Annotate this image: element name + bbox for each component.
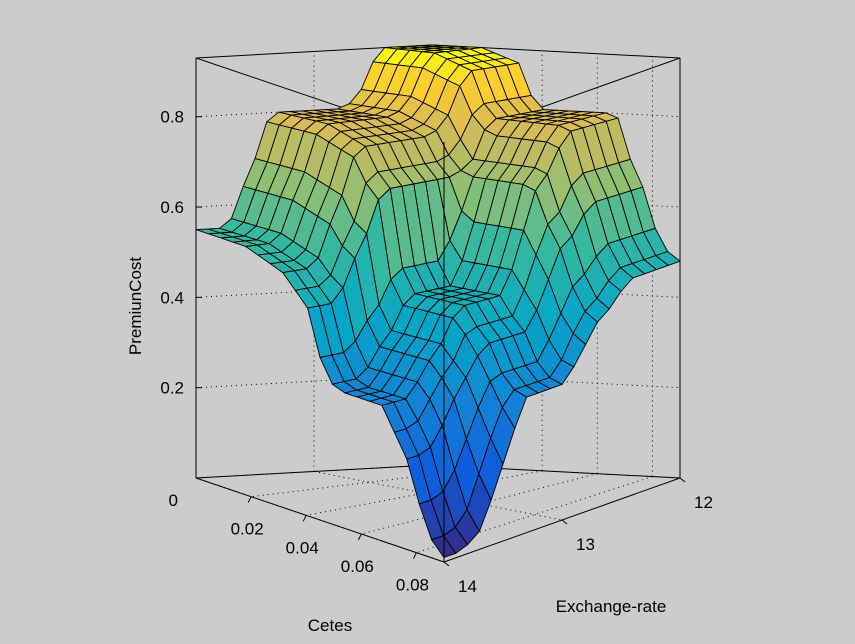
y-tick-mark	[443, 561, 450, 567]
z-tick-label: 0.8	[160, 108, 184, 127]
y-tick-label: 13	[576, 535, 595, 554]
x-axis-label: Cetes	[308, 616, 352, 635]
tick-labels: 0.2 0.4 0.6 0.8 0 0.02 0.04 0.06 0.08 12 13 14	[160, 108, 713, 596]
grid-line-x-floor	[361, 473, 598, 535]
x-tick-mark	[412, 552, 417, 559]
x-tick-label: 0.02	[231, 520, 264, 539]
x-tick-label: 0.08	[396, 576, 429, 595]
x-tick-mark	[247, 496, 252, 503]
y-axis-label: Exchange-rate	[556, 597, 667, 616]
y-tick-mark	[679, 477, 686, 483]
y-tick-label: 14	[458, 577, 477, 596]
z-tick-label: 0.2	[160, 379, 184, 398]
y-tick-label: 12	[694, 493, 713, 512]
z-tick-label: 0.6	[160, 198, 184, 217]
y-tick-mark	[561, 519, 568, 525]
x-tick-label: 0.04	[286, 538, 319, 557]
box-edge-front-base-x	[195, 477, 445, 563]
grid-line-y-floor	[313, 471, 563, 521]
x-tick-label: 0	[169, 491, 178, 510]
z-axis-label: PremiunCost	[126, 257, 145, 356]
x-tick-mark	[302, 515, 307, 522]
z-tick-label: 0.4	[160, 288, 184, 307]
x-tick-mark	[357, 533, 362, 541]
x-tick-label: 0.06	[341, 557, 374, 576]
